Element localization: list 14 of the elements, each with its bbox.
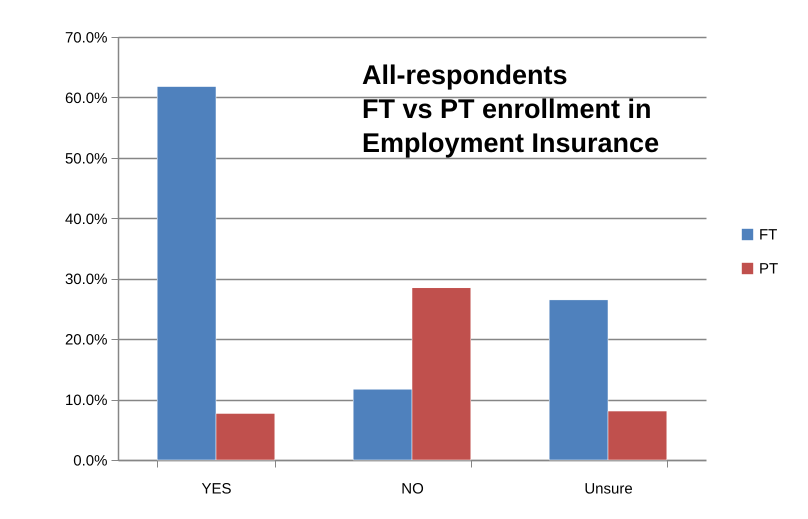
y-tick-label: 40.0% xyxy=(64,210,108,228)
y-tick-label: 50.0% xyxy=(64,150,108,168)
y-tick-label: 0.0% xyxy=(73,452,108,470)
x-tick-label: YES xyxy=(201,480,232,498)
text: All-respondents FT vs PT enrollment in Employment Insurance xyxy=(362,60,660,158)
y-tick-label: 10.0% xyxy=(64,392,108,410)
legend-label: FT xyxy=(759,226,778,244)
x-tick-label: Unsure xyxy=(584,480,633,498)
x-tick-label: NO xyxy=(401,480,424,498)
y-tick-label: 20.0% xyxy=(64,332,108,349)
y-tick-label: 60.0% xyxy=(64,90,108,107)
legend-label: PT xyxy=(759,260,778,278)
y-tick-label: 30.0% xyxy=(64,271,108,288)
y-tick-label: 70.0% xyxy=(64,30,108,46)
